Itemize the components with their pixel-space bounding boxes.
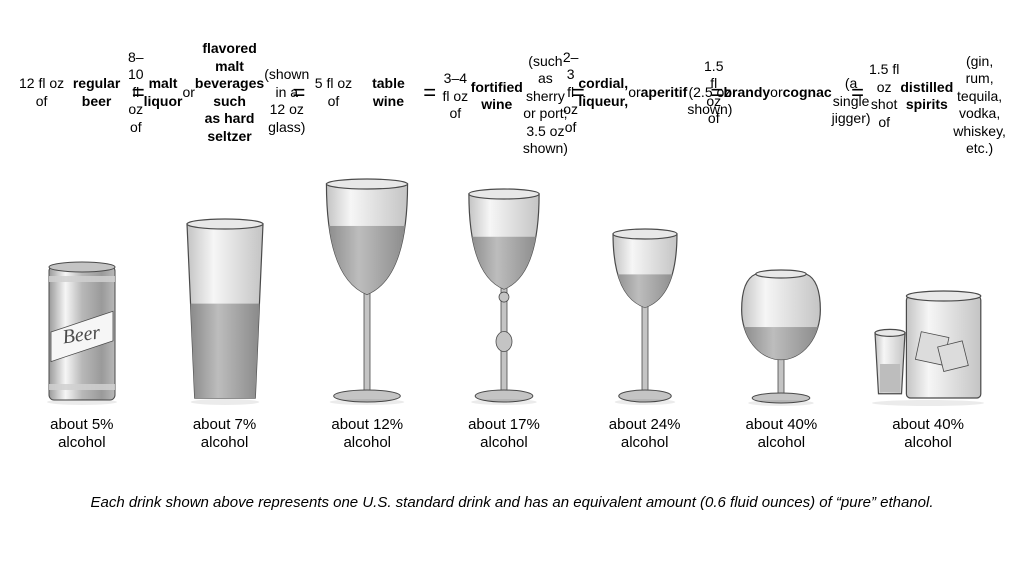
caption-wine: about 12%alcohol — [312, 416, 422, 452]
caption-spirits: about 40%alcohol — [859, 416, 997, 452]
glass-malt — [155, 214, 295, 406]
label-brandy: 1.5 fl oz ofbrandy orcognac(a single jig… — [727, 35, 847, 150]
footnote: Each drink shown above represents one U.… — [18, 494, 1006, 511]
caption-malt: about 7%alcohol — [155, 416, 295, 452]
captions-row: about 5%alcohol about 7%alcohol about 12%a… — [18, 416, 1006, 452]
glass-cordial — [586, 226, 704, 406]
glass-wine — [312, 176, 422, 406]
equals-sign: = — [423, 35, 437, 150]
label-malt: 8–10 fl oz ofmalt liquor orflavored malt… — [149, 35, 289, 150]
label-text: 5 fl oz oftable wine — [309, 35, 419, 150]
label-wine: 5 fl oz oftable wine — [309, 35, 419, 150]
caption-brandy: about 40%alcohol — [721, 416, 841, 452]
glasses-row: Beer — [18, 166, 1006, 406]
glass-spirits — [859, 288, 997, 406]
labels-row: 12 fl oz ofregular beer=8–10 fl oz ofmal… — [18, 35, 1006, 158]
label-fortified: 3–4 fl oz offortified wine(such as sherr… — [440, 35, 568, 158]
glass-fortified — [440, 186, 568, 406]
equals-sign: = — [292, 35, 306, 150]
glass-brandy — [721, 268, 841, 406]
label-text: 12 fl oz ofregular beer — [18, 35, 128, 150]
label-text: 8–10 fl oz ofmalt liquor orflavored malt… — [128, 35, 309, 150]
caption-cordial: about 24%alcohol — [586, 416, 704, 452]
label-cordial: 2–3 fl oz ofcordial,liqueur, oraperitif(… — [589, 35, 707, 150]
label-text: 1.5 fl oz ofbrandy orcognac(a single jig… — [704, 35, 871, 150]
label-spirits: 1.5 fl oz shot ofdistilled spirits(gin, … — [868, 35, 1006, 158]
equals-sign: = — [851, 35, 865, 150]
infographic-root: 12 fl oz ofregular beer=8–10 fl oz ofmal… — [0, 0, 1024, 511]
label-beer: 12 fl oz ofregular beer — [18, 35, 128, 150]
glass-beer: Beer — [27, 258, 137, 406]
caption-fortified: about 17%alcohol — [440, 416, 568, 452]
caption-beer: about 5%alcohol — [27, 416, 137, 452]
label-text: 1.5 fl oz shot ofdistilled spirits(gin, … — [868, 35, 1006, 158]
label-text: 3–4 fl oz offortified wine(such as sherr… — [440, 35, 568, 158]
